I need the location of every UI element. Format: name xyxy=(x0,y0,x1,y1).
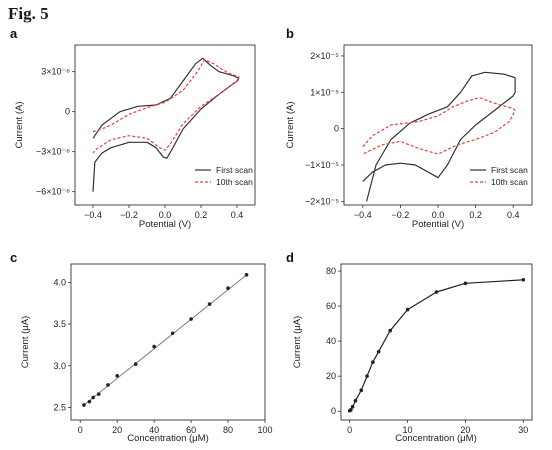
x-tick-label: 0 xyxy=(347,425,352,435)
data-point xyxy=(226,286,230,290)
data-point xyxy=(376,349,381,354)
y-axis-label: Current (A) xyxy=(285,102,296,149)
plot-frame xyxy=(70,263,266,421)
y-tick-label: 0 xyxy=(334,124,339,134)
x-tick-label: 20 xyxy=(112,425,122,435)
series-line-1 xyxy=(362,71,516,202)
x-tick-label: 0.0 xyxy=(159,210,172,220)
plot-frame xyxy=(340,263,533,421)
x-axis-label: Potential (V) xyxy=(412,219,464,230)
data-point xyxy=(371,360,375,364)
data-point xyxy=(353,398,358,403)
legend-label: First scan xyxy=(491,165,528,175)
y-tick-label: 20 xyxy=(326,371,336,381)
x-tick-label: −0.4 xyxy=(84,210,102,220)
data-point xyxy=(133,362,138,366)
x-tick-label: 40 xyxy=(149,425,159,435)
y-tick-label: −6×10⁻⁶ xyxy=(36,187,70,197)
data-point xyxy=(521,277,526,282)
data-point xyxy=(405,307,410,312)
y-tick-label: 2.5 xyxy=(53,402,66,412)
series-line-2 xyxy=(92,59,240,154)
x-tick-label: 30 xyxy=(518,425,528,435)
y-tick-label: 40 xyxy=(326,336,336,346)
x-tick-label: 0.2 xyxy=(195,210,208,220)
chart-panel-a: a −0.4 −0.2 0.0 0.2 0.4 −6×10⁻⁶ −3×10⁻⁶ 0 3×10⁻⁶ P… xyxy=(10,26,256,230)
data-point xyxy=(82,403,86,407)
panel-letter: b xyxy=(286,26,294,41)
data-point xyxy=(189,317,193,321)
y-tick-label: 1×10⁻⁵ xyxy=(310,87,339,97)
data-point xyxy=(359,388,364,393)
y-axis-label: Current (μA) xyxy=(20,316,31,368)
y-tick-label: 3×10⁻⁶ xyxy=(41,67,70,77)
panel-letter: c xyxy=(10,250,17,265)
x-tick-label: −0.2 xyxy=(120,210,138,220)
x-tick-label: 0.0 xyxy=(432,210,445,220)
chart-panel-c: c 0 20 40 60 80 100 2.5 3.0 3.5 4.0 Concentration (… xyxy=(10,250,273,444)
x-tick-label: 0.4 xyxy=(507,210,520,220)
legend-label: 10th scan xyxy=(216,177,253,187)
x-axis-label: Concentration (μM) xyxy=(395,433,477,444)
data-point xyxy=(170,331,175,336)
panel-letter: a xyxy=(10,26,18,41)
data-point xyxy=(350,405,355,409)
x-tick-label: 0 xyxy=(78,425,83,435)
data-point xyxy=(365,374,369,378)
y-tick-label: −3×10⁻⁶ xyxy=(36,147,70,157)
y-axis-label: Current (A) xyxy=(14,102,25,149)
chart-panel-b: b −0.4 −0.2 0.0 0.2 0.4 −2×10⁻⁵ −1×10⁻⁵ 0 1×10⁻⁵ 2… xyxy=(285,26,533,230)
x-tick-label: −0.4 xyxy=(354,210,372,220)
data-point xyxy=(463,281,468,286)
x-tick-label: 80 xyxy=(223,425,233,435)
panel-letter: d xyxy=(286,250,294,265)
y-tick-label: 80 xyxy=(326,266,336,276)
data-point xyxy=(91,395,95,400)
y-axis-label: Current (μA) xyxy=(292,316,303,368)
x-tick-label: 0.4 xyxy=(231,210,244,220)
data-point xyxy=(434,290,439,294)
figure-title: Fig. 5 xyxy=(8,4,49,23)
x-tick-label: 60 xyxy=(186,425,196,435)
fit-line xyxy=(83,274,247,406)
x-tick-label: 100 xyxy=(257,425,272,435)
y-tick-label: 4.0 xyxy=(53,277,66,287)
legend-label: 10th scan xyxy=(491,177,528,187)
chart-panel-d: d 0 10 20 30 0 20 40 60 80 Concentration (μM) Curre… xyxy=(286,250,533,444)
y-tick-label: 3.0 xyxy=(53,361,66,371)
x-tick-label: −0.2 xyxy=(392,210,410,220)
y-tick-label: 3.5 xyxy=(53,319,66,329)
data-point xyxy=(87,399,92,404)
data-point xyxy=(96,392,101,396)
x-tick-label: 20 xyxy=(460,425,470,435)
data-point xyxy=(106,383,110,387)
data-point xyxy=(207,302,212,306)
data-point xyxy=(152,344,156,349)
data-point xyxy=(349,408,353,412)
legend-label: First scan xyxy=(216,165,253,175)
series-line-1 xyxy=(349,279,524,412)
data-point xyxy=(115,373,119,378)
series-line-2 xyxy=(362,97,516,155)
y-tick-label: 0 xyxy=(331,406,336,416)
y-tick-label: 0 xyxy=(65,107,70,117)
data-point xyxy=(388,328,392,333)
x-axis-label: Potential (V) xyxy=(139,219,191,230)
x-tick-label: 0.2 xyxy=(469,210,482,220)
data-point xyxy=(244,273,249,277)
y-tick-label: −2×10⁻⁵ xyxy=(305,196,339,206)
y-tick-label: 2×10⁻⁵ xyxy=(310,51,339,61)
x-axis-label: Concentration (μM) xyxy=(127,433,209,444)
y-tick-label: 60 xyxy=(326,301,336,311)
y-tick-label: −1×10⁻⁵ xyxy=(305,160,339,170)
x-tick-label: 10 xyxy=(403,425,413,435)
